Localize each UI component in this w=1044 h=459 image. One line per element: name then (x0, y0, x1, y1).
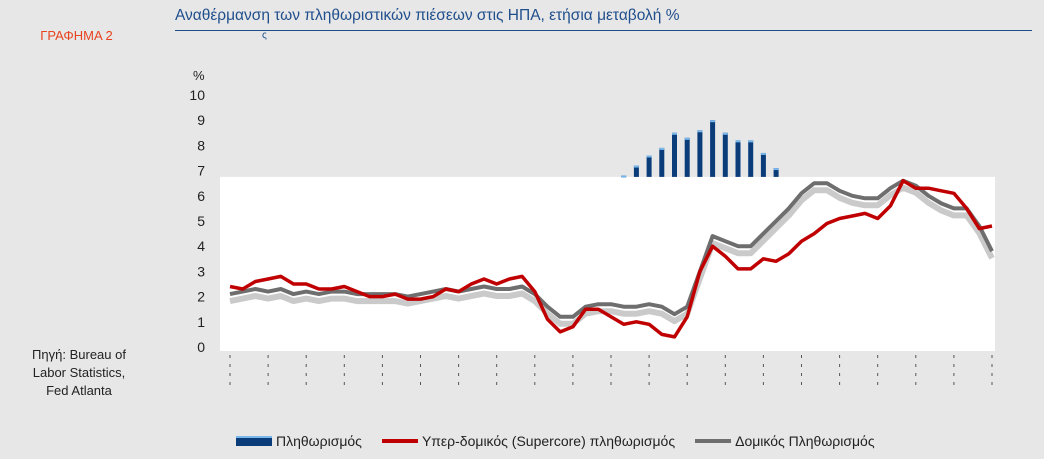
chart-legend: Πληθωρισμός Υπερ-δομικός (Supercore) πλη… (236, 432, 875, 450)
core-series-shadow (229, 184, 995, 327)
y-tick-labels-group: 0 1 2 3 4 5 6 7 8 9 10 (189, 87, 205, 355)
supercore-series-line (229, 178, 993, 339)
title-notch-mark: ς (262, 30, 267, 41)
y-tick-label: 6 (197, 188, 205, 204)
title-divider (175, 30, 1032, 31)
core-series-line (229, 178, 994, 319)
legend-item-supercore: Υπερ-δομικός (Supercore) πληθωρισμός (381, 433, 676, 449)
inflation-bar (672, 132, 677, 177)
inflation-bar (760, 152, 766, 177)
chart-title: Αναθέρμανση των πληθωριστικών πιέσεων στ… (175, 7, 680, 24)
inflation-bar-highlight (697, 130, 703, 133)
source-note: Πηγή: Bureau of Labor Statistics, Fed At… (4, 346, 154, 400)
y-tick-label: 2 (197, 289, 205, 305)
inflation-bar-highlight (760, 152, 766, 155)
inflation-bar-highlight (722, 132, 728, 135)
y-tick-label: 5 (197, 213, 205, 229)
legend-swatch-supercore (381, 439, 418, 443)
source-line: Fed Atlanta (46, 383, 112, 398)
legend-swatch-inflation (236, 436, 272, 446)
inflation-bar (773, 168, 779, 177)
inflation-bar (633, 165, 639, 177)
inflation-bar (748, 140, 754, 177)
y-tick-label: 4 (197, 238, 205, 254)
inflation-bar (684, 137, 690, 177)
inflation-bar (722, 132, 728, 177)
y-tick-label: 8 (197, 137, 205, 153)
graph-number-label: ΓΡΑΦΗΜΑ 2 (40, 28, 113, 43)
inflation-bar-highlight (773, 168, 779, 171)
inflation-bar-highlight (735, 140, 741, 143)
inflation-bar-highlight (633, 165, 639, 168)
legend-label-inflation: Πληθωρισμός (276, 433, 362, 449)
y-tick-label: 10 (189, 87, 205, 103)
y-tick-label: 7 (197, 163, 205, 179)
source-line: Πηγή: Bureau of (32, 347, 126, 362)
series-lines-group (229, 178, 995, 339)
inflation-bar (735, 140, 741, 177)
inflation-bar-highlight (748, 140, 754, 143)
source-line: Labor Statistics, (32, 365, 126, 380)
inflation-bar-highlight (672, 132, 677, 135)
inflation-chart: % 0 1 2 3 4 5 6 7 8 9 10 (189, 68, 995, 390)
inflation-bar (710, 120, 716, 177)
inflation-bar (646, 155, 652, 177)
y-tick-label: 3 (197, 263, 205, 279)
y-tick-label: 9 (197, 112, 205, 128)
inflation-bar-highlight (684, 137, 690, 140)
sidebar-panel: ΓΡΑΦΗΜΑ 2 Πηγή: Bureau of Labor Statisti… (0, 0, 157, 459)
y-axis-unit-label: % (193, 68, 205, 83)
legend-item-core: Δομικός Πληθωρισμός (695, 433, 875, 449)
inflation-bar-highlight (710, 120, 716, 123)
inflation-bar (659, 147, 665, 177)
inflation-bars-group (621, 120, 779, 178)
legend-label-supercore: Υπερ-δομικός (Supercore) πληθωρισμός (421, 433, 676, 449)
inflation-bar-highlight (621, 175, 627, 178)
y-tick-label: 0 (197, 339, 205, 355)
legend-swatch-core (695, 439, 732, 443)
inflation-bar-highlight (659, 147, 665, 150)
legend-label-core: Δομικός Πληθωρισμός (735, 433, 875, 449)
legend-item-inflation: Πληθωρισμός (236, 433, 362, 449)
inflation-bar (697, 130, 703, 177)
inflation-bar-highlight (646, 155, 652, 158)
y-tick-label: 1 (197, 314, 205, 330)
x-tick-marks-group (229, 355, 993, 390)
